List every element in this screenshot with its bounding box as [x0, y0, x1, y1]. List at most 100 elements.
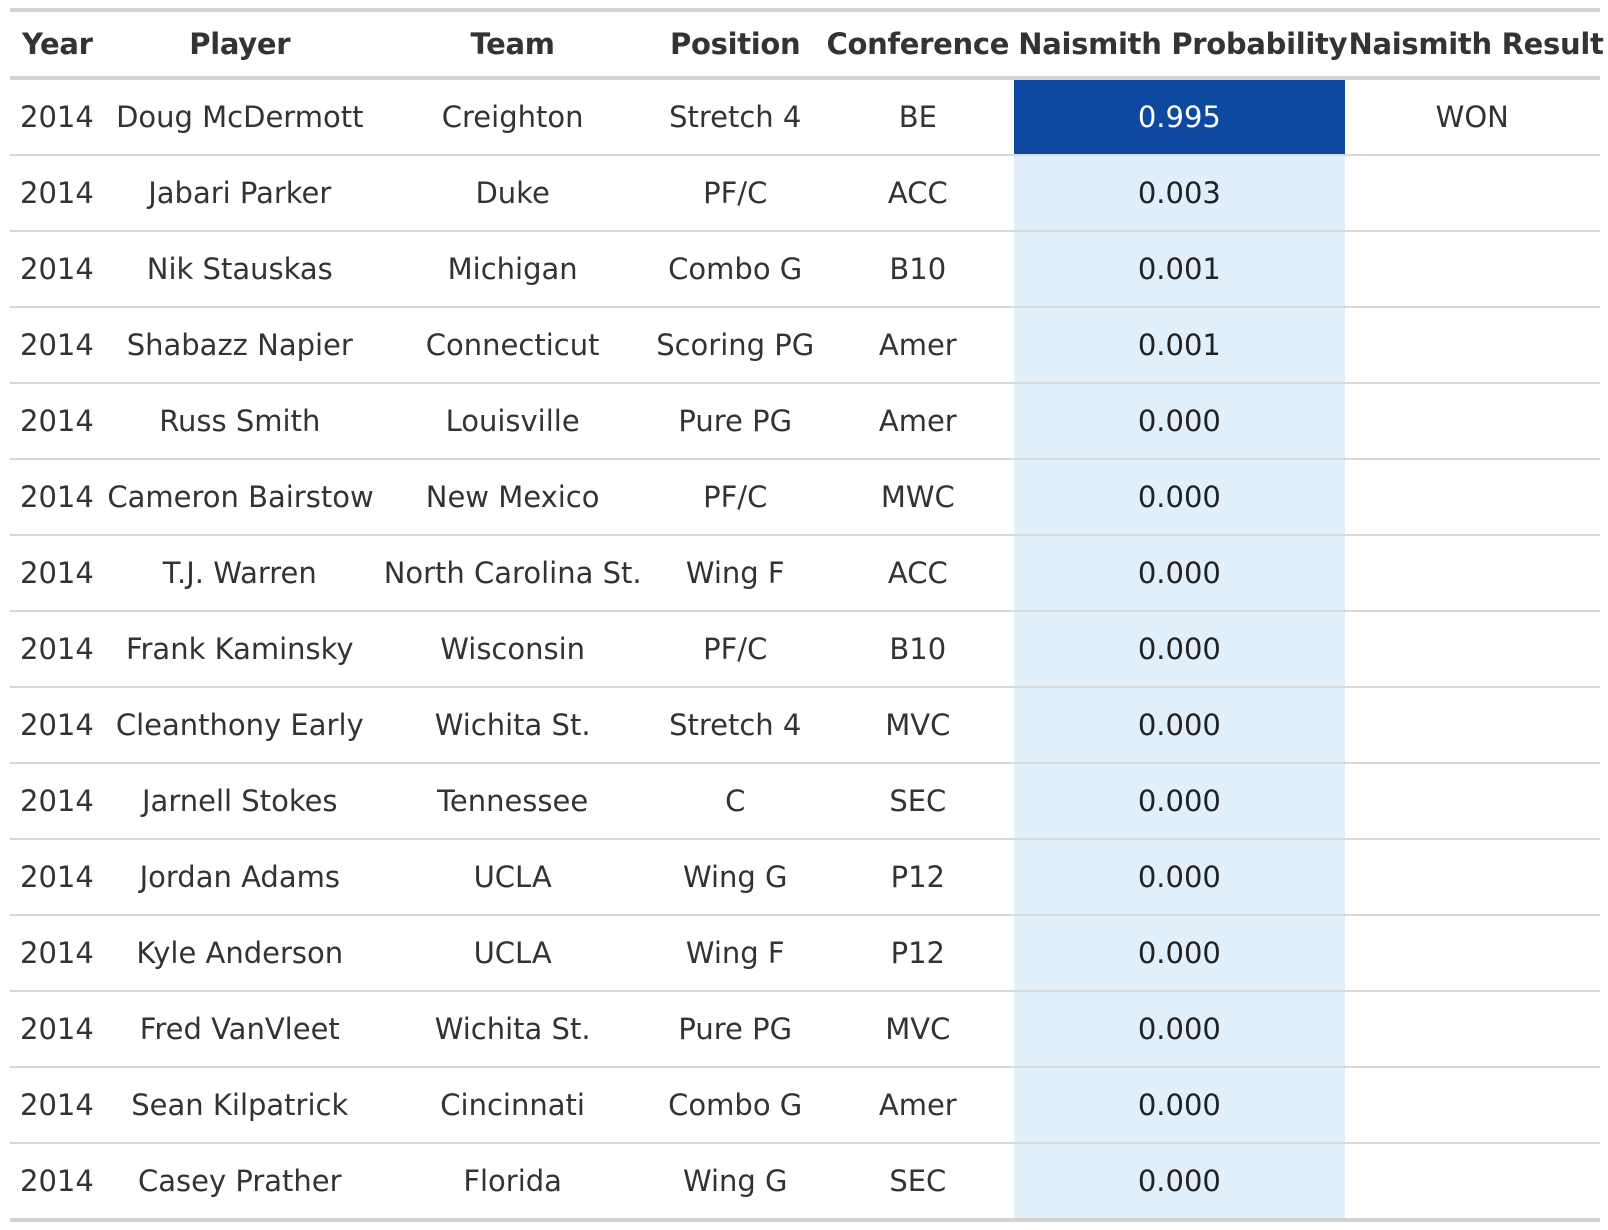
- conference-cell: ACC: [821, 155, 1015, 232]
- team-cell: Tennessee: [376, 763, 650, 840]
- table-row: 2014 Jabari Parker Duke PF/C ACC 0.003: [10, 155, 1600, 232]
- team-cell: Cincinnati: [376, 1067, 650, 1144]
- result-cell: WON: [1344, 78, 1600, 156]
- probability-cell: 0.000: [1014, 991, 1345, 1068]
- player-cell: Casey Prather: [138, 1164, 342, 1198]
- player-cell: Shabazz Napier: [103, 307, 377, 384]
- conference-cell: P12: [821, 915, 1015, 992]
- header-row: Year Player Team Position Conference Nai…: [10, 10, 1604, 80]
- table-row: 2014 Jordan Adams UCLA Wing G P12 0.000: [10, 839, 1600, 916]
- player-cell: Cleanthony Early: [103, 687, 377, 764]
- column-header-naismith-result: Naismith Result: [1344, 10, 1604, 80]
- team-cell: Connecticut: [376, 307, 650, 384]
- year-cell: 2014: [10, 231, 104, 308]
- year-cell: 2014: [20, 1164, 94, 1198]
- position-cell: Stretch 4: [649, 78, 822, 156]
- probability-cell: 0.000: [1014, 839, 1345, 916]
- table-row: 2014 Fred VanVleet Wichita St. Pure PG MVC 0.…: [10, 991, 1600, 1068]
- position-cell: Combo G: [649, 1067, 822, 1144]
- team-cell: North Carolina St.: [376, 535, 650, 612]
- probability-cell: 0.000: [1014, 763, 1345, 840]
- result-cell: [1344, 915, 1600, 992]
- year-cell: 2014: [10, 307, 104, 384]
- probability-cell: 0.000: [1014, 383, 1345, 460]
- player-cell: Jordan Adams: [103, 839, 377, 916]
- year-cell: 2014: [10, 459, 104, 536]
- year-cell: 2014: [10, 1067, 104, 1144]
- player-cell: Jarnell Stokes: [103, 763, 377, 840]
- team-cell: New Mexico: [376, 459, 650, 536]
- conference-cell: ACC: [821, 535, 1015, 612]
- position-cell: Scoring PG: [649, 307, 822, 384]
- table-body: 2014 Doug McDermott Creighton Stretch 4 BE 0.…: [10, 78, 1600, 1220]
- result-cell: [1344, 763, 1600, 840]
- year-cell: 2014: [10, 763, 104, 840]
- conference-cell: Amer: [821, 307, 1015, 384]
- result-cell: [1344, 1067, 1600, 1144]
- team-cell: Michigan: [376, 231, 650, 308]
- position-cell: Pure PG: [649, 991, 822, 1068]
- result-cell: [1344, 839, 1600, 916]
- conference-cell: MVC: [821, 991, 1015, 1068]
- team-cell: Wichita St.: [376, 991, 650, 1068]
- table-row: 2014 Kyle Anderson UCLA Wing F P12 0.000: [10, 915, 1600, 992]
- team-cell: Wisconsin: [376, 611, 650, 688]
- year-cell: 2014: [10, 915, 104, 992]
- team-cell: Creighton: [376, 78, 650, 156]
- position-cell: Stretch 4: [649, 687, 822, 764]
- position-cell: Wing G: [649, 839, 822, 916]
- player-cell: Frank Kaminsky: [103, 611, 377, 688]
- position-cell: PF/C: [649, 155, 822, 232]
- probability-cell: 0.003: [1014, 155, 1345, 232]
- result-cell: [1345, 1143, 1600, 1220]
- position-cell: PF/C: [649, 611, 822, 688]
- probability-cell: 0.001: [1014, 307, 1345, 384]
- conference-cell: B10: [821, 231, 1015, 308]
- probability-cell: 0.000: [1014, 1067, 1345, 1144]
- probability-cell: 0.000: [1014, 611, 1345, 688]
- table-row: 2014 Russ Smith Louisville Pure PG Amer 0.000: [10, 383, 1600, 460]
- result-cell: [1344, 155, 1600, 232]
- result-cell: [1344, 991, 1600, 1068]
- column-header-team: Team: [376, 10, 650, 80]
- player-cell: Jabari Parker: [103, 155, 377, 232]
- player-cell: Russ Smith: [103, 383, 377, 460]
- player-cell: Cameron Bairstow: [103, 459, 377, 536]
- table-row: 2014 Sean Kilpatrick Cincinnati Combo G Amer…: [10, 1067, 1600, 1144]
- result-cell: [1344, 383, 1600, 460]
- probability-cell: 0.000: [1014, 1143, 1345, 1220]
- probability-cell: 0.995: [1014, 78, 1345, 156]
- year-cell: 2014: [10, 839, 104, 916]
- team-cell: Louisville: [376, 383, 650, 460]
- team-cell: Florida: [463, 1164, 562, 1198]
- team-cell: UCLA: [376, 839, 650, 916]
- conference-cell: Amer: [821, 1067, 1015, 1144]
- naismith-table: Year Player Team Position Conference Nai…: [10, 8, 1604, 1222]
- year-cell: 2014: [10, 687, 104, 764]
- team-cell: Duke: [376, 155, 650, 232]
- player-cell: Nik Stauskas: [103, 231, 377, 308]
- result-cell: [1344, 687, 1600, 764]
- position-cell: Pure PG: [649, 383, 822, 460]
- column-header-conference: Conference: [821, 10, 1015, 80]
- position-cell: Wing G: [682, 1164, 788, 1198]
- result-cell: [1344, 611, 1600, 688]
- player-cell: Kyle Anderson: [103, 915, 377, 992]
- probability-cell: 0.000: [1014, 915, 1345, 992]
- probability-cell: 0.000: [1014, 459, 1345, 536]
- team-cell: Wichita St.: [376, 687, 650, 764]
- position-cell: Wing F: [649, 535, 822, 612]
- conference-cell: B10: [821, 611, 1015, 688]
- table-row: 2014 Doug McDermott Creighton Stretch 4 BE 0.…: [10, 78, 1600, 156]
- player-cell: Doug McDermott: [103, 78, 377, 156]
- position-cell: Combo G: [649, 231, 822, 308]
- column-header-player: Player: [103, 10, 377, 80]
- table-row: 2014 Jarnell Stokes Tennessee C SEC 0.000: [10, 763, 1600, 840]
- column-header-year: Year: [10, 10, 104, 80]
- team-cell: UCLA: [376, 915, 650, 992]
- position-cell: Wing F: [649, 915, 822, 992]
- year-cell: 2014: [10, 78, 104, 156]
- conference-cell: SEC: [821, 763, 1015, 840]
- table-row: 2014 Frank Kaminsky Wisconsin PF/C B10 0.000: [10, 611, 1600, 688]
